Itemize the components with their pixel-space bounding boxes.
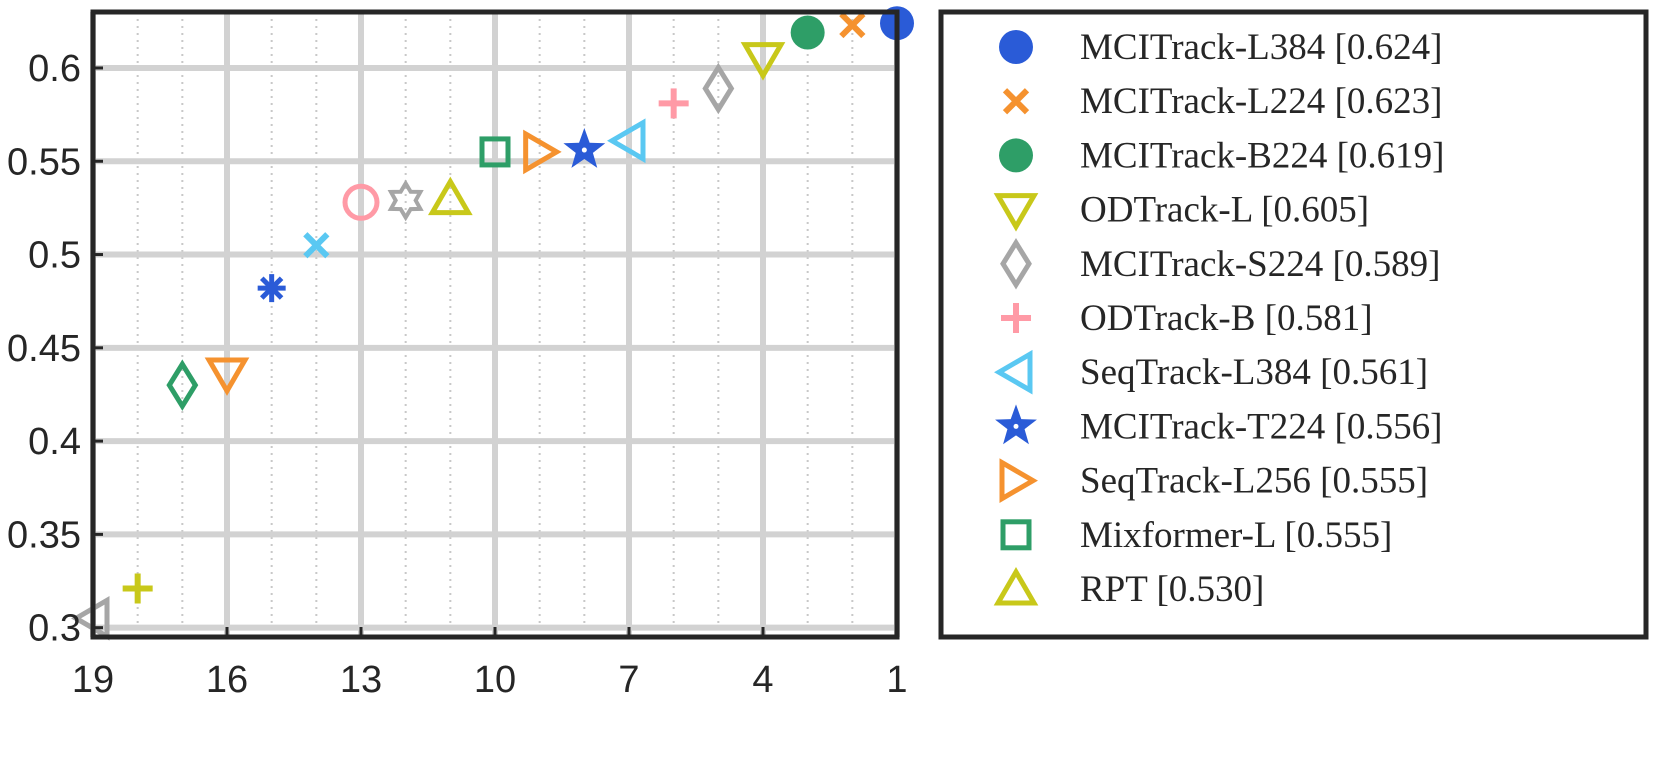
legend: MCITrack-L384 [0.624] MCITrack-L224 [0.62… <box>938 9 1649 640</box>
legend-label: SeqTrack-L256 [0.555] <box>1080 461 1428 502</box>
legend-label: RPT [0.530] <box>1080 569 1264 610</box>
data-point <box>166 359 199 411</box>
data-point <box>303 232 330 259</box>
legend-label: ODTrack-L [0.605] <box>1080 190 1369 231</box>
x-tick-label: 4 <box>752 659 773 701</box>
legend-marker <box>1001 303 1031 333</box>
data-point <box>342 183 380 221</box>
data-markers <box>71 6 914 641</box>
x-tick-label: 10 <box>474 659 516 701</box>
legend-label: MCITrack-T224 [0.556] <box>1080 406 1442 447</box>
data-point <box>479 136 511 168</box>
y-tick-label: 0.45 <box>7 328 81 370</box>
legend-marker <box>1002 88 1030 115</box>
legend-marker <box>999 458 1038 503</box>
y-tick-label: 0.4 <box>28 421 81 463</box>
x-tick-label: 1 <box>886 659 907 701</box>
data-point <box>740 42 786 81</box>
legend-label: SeqTrack-L384 [0.561] <box>1080 352 1428 393</box>
legend-label: MCITrack-L224 [0.623] <box>1080 81 1442 122</box>
legend-marker <box>1000 519 1032 551</box>
legend-label: MCITrack-L384 [0.624] <box>1080 27 1442 68</box>
data-point <box>607 118 646 164</box>
data-point <box>387 179 424 222</box>
data-point <box>790 15 825 50</box>
x-tick-label: 7 <box>618 659 639 701</box>
legend-marker <box>999 138 1033 173</box>
legend-marker <box>994 349 1033 395</box>
data-point <box>523 129 562 175</box>
y-tick-label: 0.35 <box>7 514 81 556</box>
x-tick-label: 19 <box>72 659 114 701</box>
legend-frame <box>938 9 1649 640</box>
legend-marker <box>1000 238 1032 290</box>
legend-marker <box>999 30 1033 64</box>
legend-marker <box>993 193 1039 232</box>
x-tick-label: 16 <box>206 659 248 701</box>
data-point <box>122 573 153 604</box>
x-axis: 19 16 13 10 7 4 1 <box>72 627 908 701</box>
legend-marker <box>995 404 1037 445</box>
data-point <box>427 176 473 216</box>
legend-label: MCITrack-B224 [0.619] <box>1080 135 1445 176</box>
data-point <box>563 128 606 168</box>
legend-marker <box>993 567 1039 606</box>
data-point <box>658 88 689 119</box>
legend-label: Mixformer-L [0.555] <box>1080 515 1392 556</box>
data-point <box>702 62 735 115</box>
y-axis: 0.3 0.35 0.4 0.45 0.5 0.55 0.6 <box>7 48 103 650</box>
data-point <box>204 357 250 396</box>
x-tick-label: 13 <box>340 659 382 701</box>
data-point <box>839 11 866 39</box>
legend-label: ODTrack-B [0.581] <box>1080 298 1373 339</box>
y-tick-label: 0.6 <box>28 48 81 90</box>
data-point <box>257 274 286 303</box>
y-tick-label: 0.3 <box>28 608 81 650</box>
y-tick-label: 0.55 <box>7 141 81 183</box>
y-tick-label: 0.5 <box>28 235 81 277</box>
grid <box>90 12 900 637</box>
legend-label: MCITrack-S224 [0.589] <box>1080 244 1440 285</box>
